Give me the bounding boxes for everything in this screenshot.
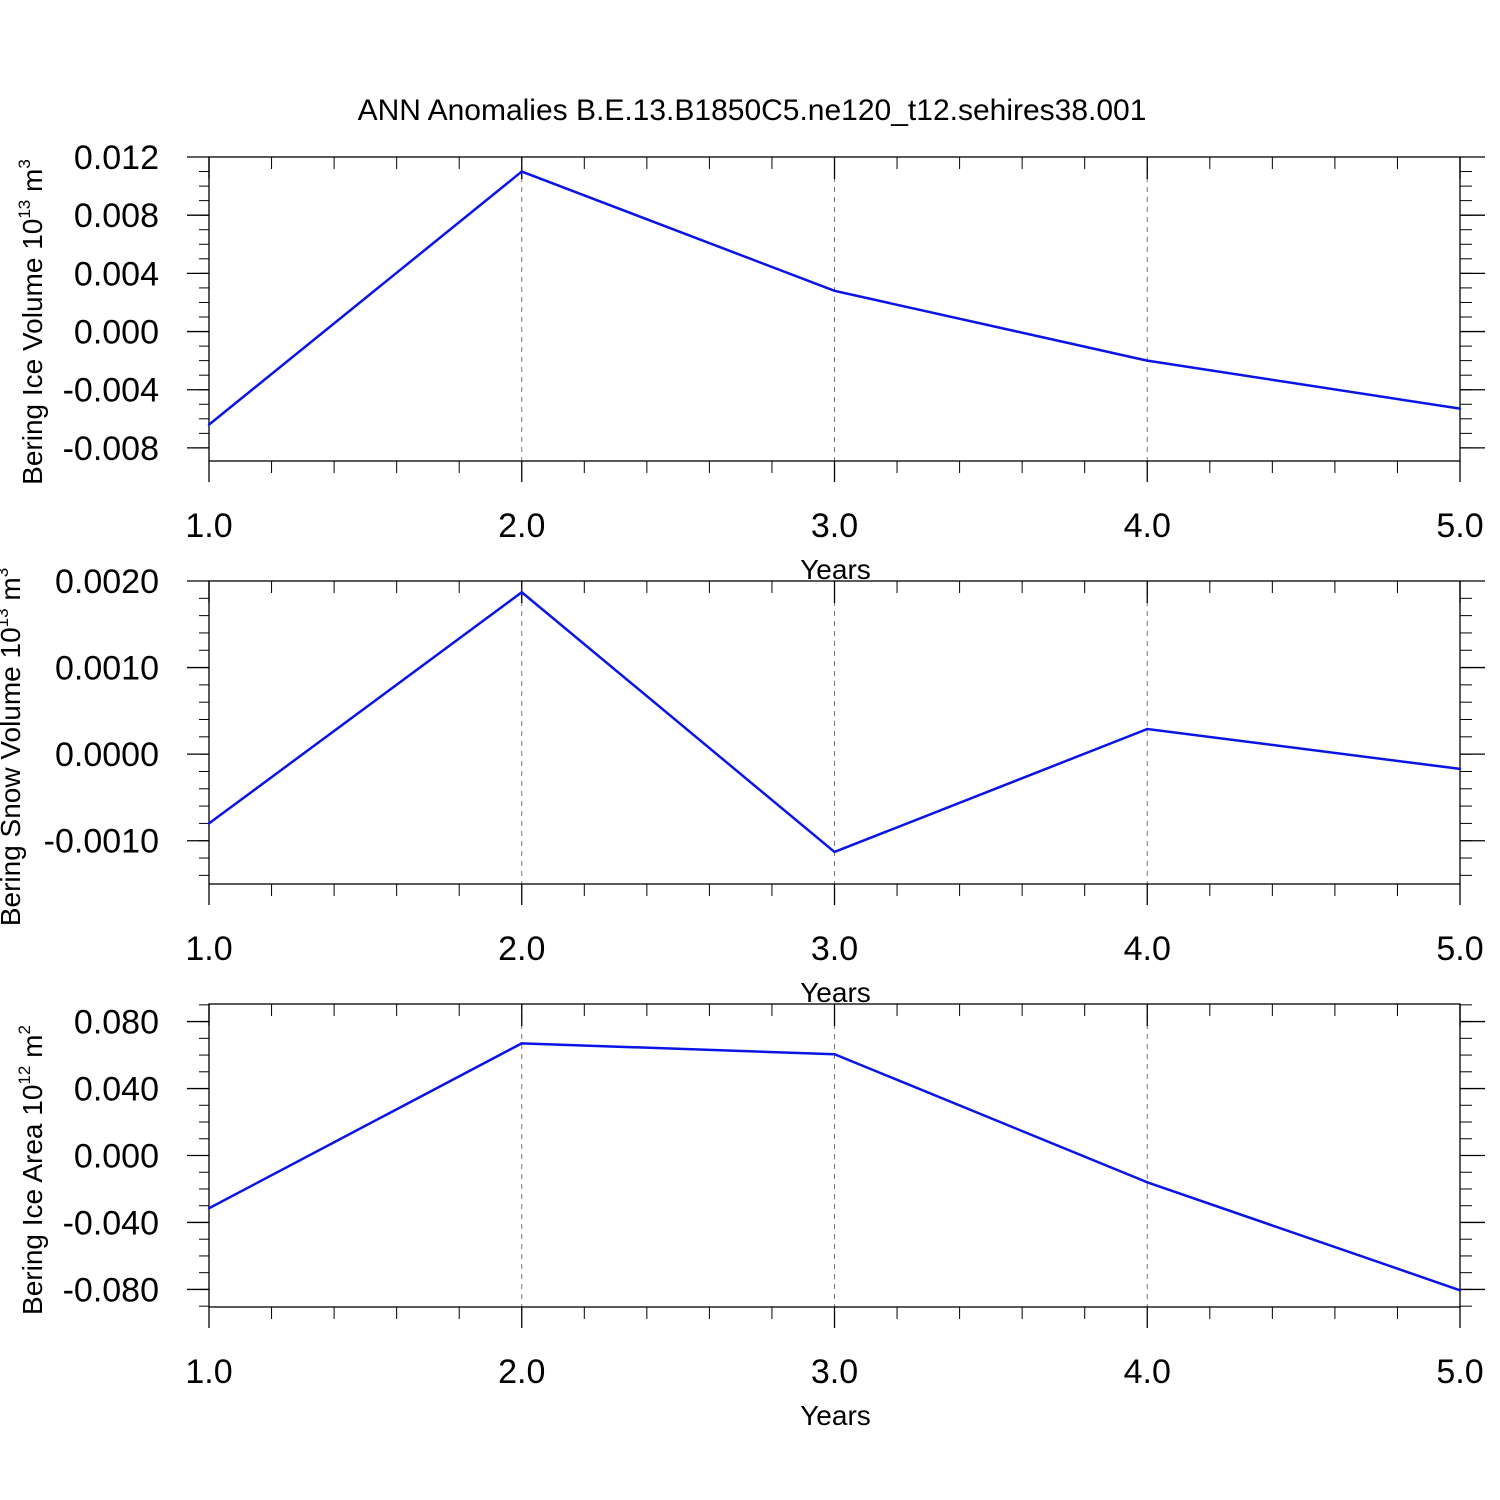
ice-volume-y-tick-label-5: -0.004 bbox=[63, 372, 159, 410]
ice-volume-x-axis-title: Years bbox=[800, 554, 871, 585]
ice-area-x-tick-label-1: 1.0 bbox=[185, 1353, 232, 1391]
ice-volume-data-point-4 bbox=[1146, 359, 1149, 362]
snow-volume-y-tick-label-3: 0.0000 bbox=[55, 736, 159, 774]
ice-area-panel: 1.0 2.0 3.0 4.0 5.0 0.080 0.040 0.000 -0.040 -0.0… bbox=[15, 1003, 1485, 1431]
snow-volume-data-point-5 bbox=[1458, 767, 1462, 771]
ice-area-data-point-1 bbox=[207, 1207, 211, 1210]
snow-volume-x-tick-label-2: 2.0 bbox=[498, 930, 545, 968]
ice-volume-y-tick-label-6: -0.008 bbox=[63, 430, 159, 468]
ice-volume-y-axis-title: Bering Ice Volume 1013 m3 bbox=[15, 159, 48, 485]
ice-volume-x-tick-label-3: 3.0 bbox=[811, 507, 858, 545]
ice-area-x-tick-label-4: 4.0 bbox=[1124, 1353, 1171, 1391]
snow-volume-x-tick-label-3: 3.0 bbox=[811, 930, 858, 968]
snow-volume-y-axis-title-exponent: 13 bbox=[0, 608, 12, 627]
ice-volume-y-axis-title-exponent: 13 bbox=[15, 200, 34, 219]
ice-volume-y-tick-label-4: 0.000 bbox=[74, 314, 159, 352]
ice-volume-x-tick-label-2: 2.0 bbox=[498, 507, 545, 545]
ice-volume-y-tick-label-3: 0.004 bbox=[74, 255, 159, 293]
ice-area-x-tick-label-5: 5.0 bbox=[1436, 1353, 1483, 1391]
ice-volume-y-axis-title-main: Bering Ice Volume 10 bbox=[17, 219, 48, 485]
ice-area-y-axis-title: Bering Ice Area 1012 m2 bbox=[15, 1025, 48, 1315]
ice-volume-y-axis-title-unit-exponent: 3 bbox=[15, 159, 34, 168]
ice-area-x-tick-label-2: 2.0 bbox=[498, 1353, 545, 1391]
ice-area-data-point-5 bbox=[1458, 1289, 1462, 1292]
ice-volume-data-point-5 bbox=[1458, 407, 1462, 410]
ice-area-y-tick-label-4: -0.040 bbox=[63, 1204, 159, 1242]
ice-volume-data-point-3 bbox=[833, 289, 836, 293]
ice-volume-y-axis-title-unit: m bbox=[17, 169, 48, 200]
ice-area-y-tick-label-3: 0.000 bbox=[74, 1138, 159, 1176]
ice-volume-panel: 1.0 2.0 3.0 4.0 5.0 0.012 0.008 0.004 0.000 -0.00… bbox=[15, 139, 1485, 585]
figure-title: ANN Anomalies B.E.13.B1850C5.ne120_t12.s… bbox=[358, 94, 1147, 127]
ice-volume-y-tick-label-1: 0.012 bbox=[74, 139, 159, 177]
ice-area-y-tick-label-2: 0.040 bbox=[74, 1071, 159, 1109]
ice-area-y-axis-title-exponent: 12 bbox=[15, 1066, 34, 1085]
ice-volume-x-tick-label-5: 5.0 bbox=[1436, 507, 1483, 545]
snow-volume-data-point-3 bbox=[833, 850, 836, 854]
snow-volume-x-tick-label-4: 4.0 bbox=[1124, 930, 1171, 968]
snow-volume-y-tick-label-1: 0.0020 bbox=[55, 563, 159, 601]
snow-volume-y-axis-title-main: Bering Snow Volume 10 bbox=[0, 627, 26, 926]
ice-area-data-point-4 bbox=[1146, 1181, 1149, 1184]
snow-volume-y-axis-title-unit-exponent: 3 bbox=[0, 568, 12, 577]
ice-volume-x-tick-label-1: 1.0 bbox=[185, 507, 232, 545]
snow-volume-y-tick-label-2: 0.0010 bbox=[55, 650, 159, 688]
ice-volume-y-tick-label-2: 0.008 bbox=[74, 197, 159, 235]
snow-volume-y-axis-title: Bering Snow Volume 1013 m3 bbox=[0, 568, 26, 926]
ice-area-x-axis-title: Years bbox=[800, 1400, 871, 1431]
ice-volume-data-point-2 bbox=[520, 170, 523, 173]
ice-volume-x-tick-label-4: 4.0 bbox=[1124, 507, 1171, 545]
snow-volume-panel: 1.0 2.0 3.0 4.0 5.0 0.0020 0.0010 0.0000 -0.0010… bbox=[0, 563, 1485, 1008]
ice-area-data-point-2 bbox=[520, 1042, 523, 1045]
ice-area-y-axis-title-unit-exponent: 2 bbox=[15, 1025, 34, 1034]
snow-volume-y-axis-title-unit: m bbox=[0, 577, 26, 608]
ice-area-y-tick-label-5: -0.080 bbox=[63, 1271, 159, 1309]
snow-volume-x-tick-label-1: 1.0 bbox=[185, 930, 232, 968]
snow-volume-x-tick-label-5: 5.0 bbox=[1436, 930, 1483, 968]
ice-area-y-tick-label-1: 0.080 bbox=[74, 1004, 159, 1042]
snow-volume-x-axis-title: Years bbox=[800, 977, 871, 1008]
ice-area-x-tick-label-3: 3.0 bbox=[811, 1353, 858, 1391]
snow-volume-y-tick-label-4: -0.0010 bbox=[44, 823, 159, 861]
ice-area-data-point-3 bbox=[833, 1053, 836, 1056]
snow-volume-data-point-4 bbox=[1146, 727, 1149, 731]
ice-area-y-axis-title-main: Bering Ice Area 10 bbox=[17, 1085, 48, 1315]
ice-area-y-axis-title-unit: m bbox=[17, 1035, 48, 1066]
snow-volume-data-point-1 bbox=[207, 822, 211, 825]
snow-volume-data-point-2 bbox=[520, 591, 523, 594]
ice-volume-data-point-1 bbox=[207, 423, 211, 426]
